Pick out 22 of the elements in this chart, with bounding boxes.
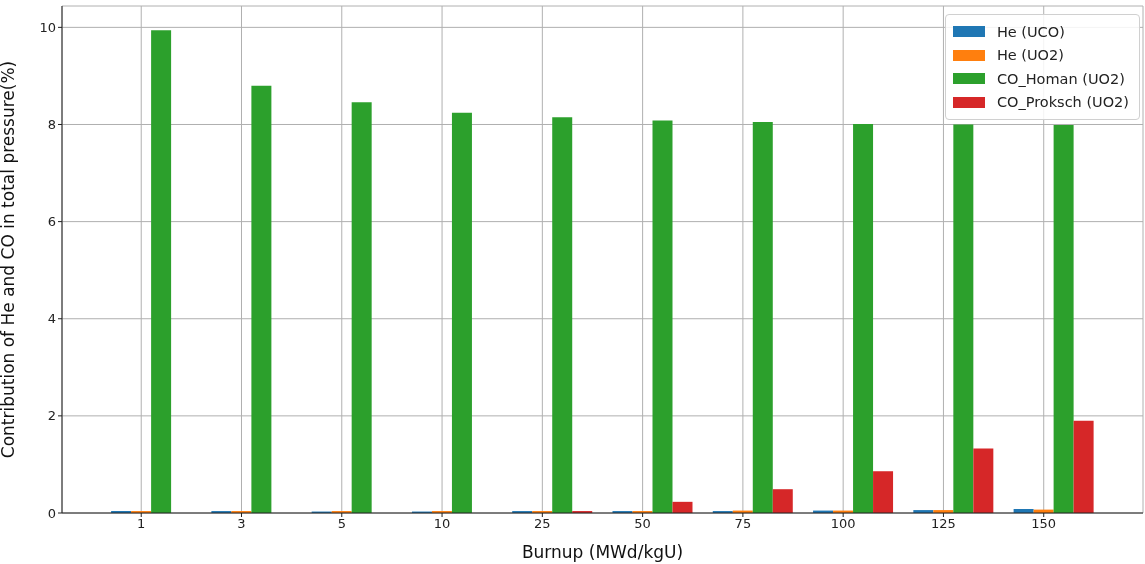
x-tick-label: 75 [734, 516, 752, 532]
x-tick-label: 125 [931, 516, 956, 532]
y-tick-label: 2 [47, 408, 56, 424]
legend-label: He (UO2) [996, 47, 1064, 64]
y-tick-label: 0 [47, 505, 56, 521]
x-axis-title: Burnup (MWd/kgU) [521, 542, 684, 562]
x-tick-label: 25 [534, 516, 551, 532]
y-tick-label: 10 [39, 19, 56, 35]
y-tick-label: 4 [47, 311, 56, 327]
x-tick-label: 50 [634, 516, 651, 532]
legend-label: CO_Proksch (UO2) [996, 94, 1129, 111]
x-tick-label: 100 [830, 516, 856, 532]
x-tick-label: 3 [237, 516, 246, 532]
x-tick-label: 1 [137, 516, 146, 532]
x-tick-label: 150 [1031, 516, 1057, 532]
y-tick-label: 8 [47, 117, 56, 133]
x-tick-label: 10 [433, 516, 451, 532]
x-tick-label: 5 [337, 516, 346, 532]
y-tick-label: 6 [47, 214, 56, 230]
y-axis-title: Contribution of He and CO in total pressure(%) [0, 60, 19, 459]
legend-label: CO_Homan (UO2) [996, 70, 1125, 87]
legend-label: He (UCO) [996, 23, 1065, 40]
